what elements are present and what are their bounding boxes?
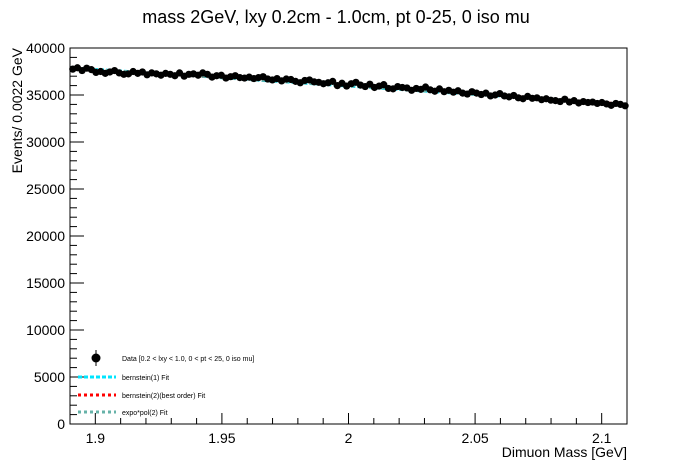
legend-entry-fit-1: bernstein(1) Fit: [78, 375, 169, 382]
legend-data-marker: [91, 353, 101, 363]
x-tick-label-3: 2.05: [461, 430, 488, 446]
legend-data-label: Data [0.2 < lxy < 1.0, 0 < pt < 25, 0 is…: [122, 356, 254, 363]
y-tick-label-7: 35000: [26, 87, 65, 103]
axes: 0 5000 10000 15000 20000 25000 30000 35000 40000…: [26, 40, 612, 446]
x-tick-label-1: 1.95: [208, 430, 235, 446]
y-tick-label-3: 15000: [26, 275, 65, 291]
y-tick-label-1: 5000: [34, 369, 65, 385]
y-tick-label-6: 30000: [26, 134, 65, 150]
data-point: [329, 77, 337, 85]
chart-title: mass 2GeV, lxy 0.2cm - 1.0cm, pt 0-25, 0…: [142, 7, 529, 27]
legend: Data [0.2 < lxy < 1.0, 0 < pt < 25, 0 is…: [78, 350, 254, 417]
x-tick-label-2: 2: [345, 430, 353, 446]
y-tick-label-4: 20000: [26, 228, 65, 244]
x-tick-label-4: 2.1: [592, 430, 612, 446]
y-tick-label-8: 40000: [26, 40, 65, 56]
legend-fit-1-label: bernstein(1) Fit: [122, 375, 169, 382]
legend-fit-3-label: expo*pol(2) Fit: [122, 410, 168, 417]
legend-entry-data: Data [0.2 < lxy < 1.0, 0 < pt < 25, 0 is…: [91, 350, 254, 366]
plot-frame: [69, 47, 628, 425]
x-axis-label: Dimuon Mass [GeV]: [502, 444, 627, 460]
y-axis-label: Events/ 0.0022 GeV: [9, 47, 25, 173]
legend-entry-fit-2: bernstein(2)(best order) Fit: [78, 393, 205, 400]
x-tick-label-0: 1.9: [86, 430, 106, 446]
y-tick-label-0: 0: [57, 416, 65, 432]
legend-entry-fit-3: expo*pol(2) Fit: [78, 410, 168, 417]
y-tick-label-5: 25000: [26, 181, 65, 197]
data-points: [69, 64, 629, 110]
legend-fit-2-label: bernstein(2)(best order) Fit: [122, 393, 205, 400]
y-tick-label-2: 10000: [26, 322, 65, 338]
data-point: [621, 102, 629, 110]
